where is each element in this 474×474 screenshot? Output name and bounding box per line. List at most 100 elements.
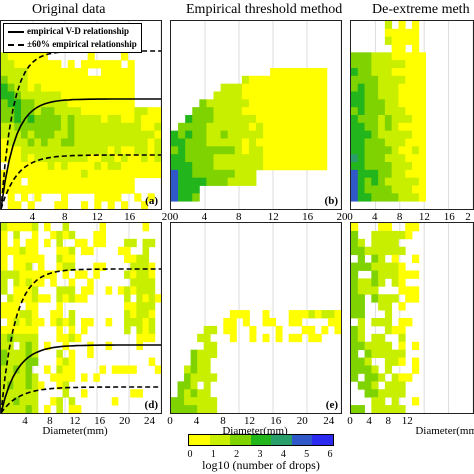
heatmap-cell — [234, 130, 243, 139]
heatmap-cell — [107, 201, 115, 209]
heatmap-cell — [130, 270, 137, 279]
heatmap-cell — [234, 122, 243, 132]
heatmap-cell — [305, 162, 314, 171]
panel-e: (e) — [170, 222, 342, 414]
heatmap-cell — [277, 91, 285, 100]
heatmap-cell — [19, 405, 27, 413]
heatmap-cell — [351, 122, 359, 132]
heatmap-cell — [371, 68, 379, 77]
heatmap-cell — [154, 122, 161, 132]
heatmap-cell — [192, 169, 200, 179]
heatmap-cell — [291, 130, 299, 139]
heatmap-cell — [199, 115, 207, 124]
heatmap-cell — [206, 122, 214, 132]
heatmap-cell — [206, 177, 214, 186]
heatmap-cell — [275, 325, 283, 335]
heatmap-cell — [61, 91, 69, 100]
heatmap-cell — [1, 91, 9, 100]
heatmap-cell — [87, 318, 94, 327]
heatmap-cell — [41, 146, 49, 155]
heatmap-cell — [56, 238, 63, 248]
heatmap-cell — [371, 115, 379, 124]
heatmap-cell — [391, 83, 399, 92]
heatmap-cell — [277, 122, 285, 132]
heatmap-cell — [357, 325, 365, 335]
heatmap-cell — [418, 83, 426, 92]
heatmap-cell — [61, 138, 69, 147]
heatmap-cell — [236, 310, 244, 319]
heatmap-cell — [227, 146, 236, 155]
heatmap-cell — [199, 154, 207, 163]
heatmap-cell — [206, 107, 214, 116]
heatmap-cell — [142, 318, 150, 327]
heatmap-cell — [94, 185, 102, 194]
heatmap-cell — [412, 60, 420, 69]
heatmap-cell — [13, 405, 20, 413]
heatmap-cell — [351, 365, 359, 374]
heatmap-cell — [277, 154, 285, 163]
heatmap-cell — [308, 325, 316, 335]
heatmap-cell — [351, 107, 359, 116]
heatmap-cell — [405, 373, 413, 382]
heatmap-cell — [391, 185, 399, 194]
heatmap-cell — [21, 99, 29, 108]
heatmap-cell — [305, 99, 314, 108]
x-tick-label: 8 — [396, 211, 403, 223]
heatmap-cell — [34, 162, 42, 171]
heatmap-cell — [184, 373, 192, 382]
heatmap-cell — [190, 349, 198, 358]
heatmap-cell — [114, 162, 122, 171]
heatmap-cell — [405, 28, 413, 38]
heatmap-cell — [248, 115, 257, 124]
heatmap-cell — [1, 146, 9, 155]
heatmap-cell — [56, 230, 63, 240]
heatmap-cell — [384, 52, 393, 61]
heatmap-cell — [391, 349, 399, 358]
heatmap-cell — [384, 405, 393, 413]
heatmap-cell — [142, 310, 150, 319]
heatmap-cell — [371, 278, 379, 287]
heatmap-cell — [94, 60, 102, 69]
heatmap-cell — [206, 130, 214, 139]
heatmap-cell — [87, 349, 94, 358]
heatmap-cell — [67, 60, 75, 69]
heatmap-cell — [391, 254, 399, 263]
heatmap-cell — [37, 294, 45, 303]
heatmap-cell — [68, 254, 76, 263]
heatmap-cell — [248, 91, 257, 100]
heatmap-cell — [298, 138, 306, 147]
heatmap-cell — [47, 162, 55, 171]
heatmap-cell — [87, 246, 94, 256]
reference-curve-dashed — [1, 268, 161, 413]
heatmap-cell — [124, 310, 131, 319]
heatmap-cell — [197, 333, 205, 343]
heatmap-cell — [67, 130, 75, 139]
heatmap-cell — [34, 177, 42, 186]
heatmap-cell — [37, 381, 45, 390]
panel-label-d: (d) — [144, 399, 158, 411]
heatmap-cell — [25, 254, 33, 263]
heatmap-cell — [134, 122, 142, 132]
heatmap-cell — [7, 405, 14, 413]
heatmap-cell — [142, 286, 150, 295]
heatmap-cell — [74, 83, 82, 92]
heatmap-cell — [37, 318, 45, 327]
heatmap-cell — [141, 146, 149, 155]
heatmap-cell — [27, 68, 35, 77]
heatmap-cell — [206, 162, 214, 171]
heatmap-cell — [47, 122, 55, 132]
heatmap-cell — [142, 270, 150, 279]
x-tick-label: 8 — [385, 415, 391, 427]
heatmap-cell — [371, 365, 379, 374]
heatmap-cell — [14, 60, 22, 69]
heatmap-cell — [190, 405, 198, 413]
heatmap-cell — [384, 325, 393, 335]
heatmap-cell — [248, 99, 257, 108]
heatmap-cell — [13, 349, 20, 358]
heatmap-cell — [197, 365, 205, 374]
heatmap-cell — [154, 169, 161, 179]
heatmap-cell — [364, 177, 372, 186]
heatmap-cell — [298, 146, 306, 155]
heatmap-cell — [398, 60, 406, 69]
heatmap-cell — [270, 146, 278, 155]
